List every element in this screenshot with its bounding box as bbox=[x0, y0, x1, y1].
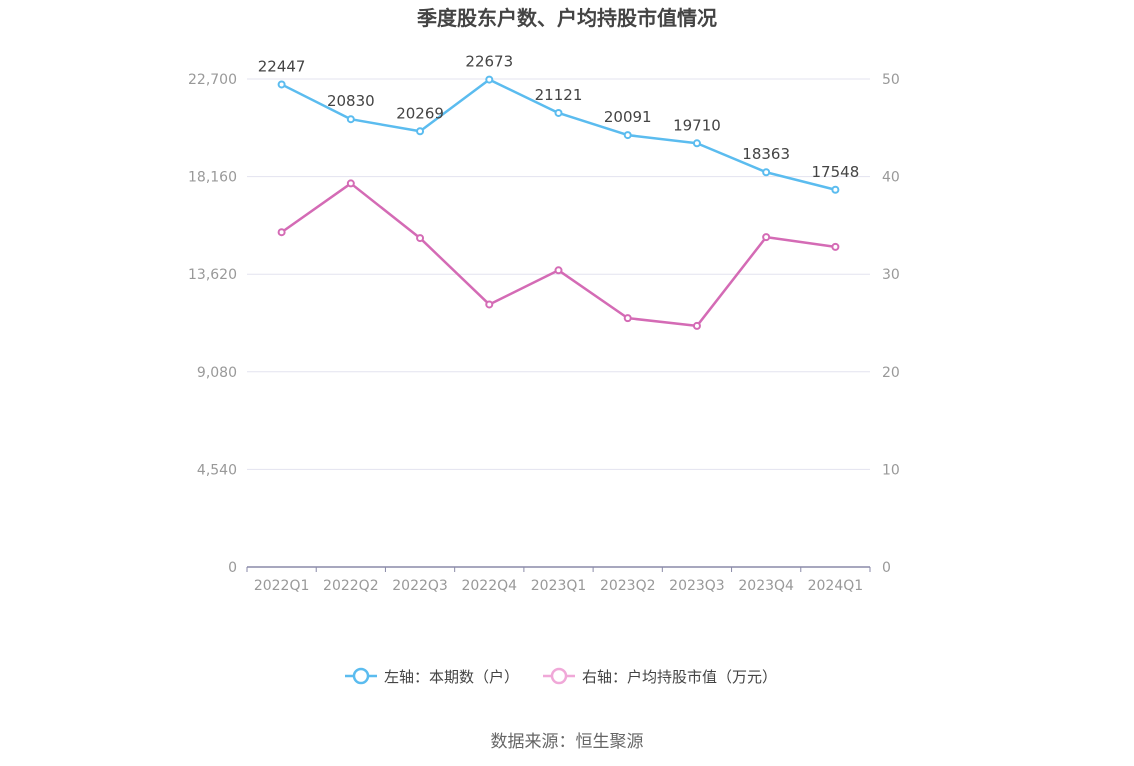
data-point bbox=[416, 127, 425, 136]
x-tick-label: 2023Q4 bbox=[738, 578, 794, 594]
series-layer: 22447 20830 20269 22673 21121 20091 19710 18363… bbox=[258, 53, 860, 330]
legend: 左轴：本期数（户） 右轴：户均持股市值（万元） bbox=[345, 667, 777, 686]
data-point bbox=[554, 108, 563, 117]
x-tick-label: 2024Q1 bbox=[808, 578, 864, 594]
chart-title: 季度股东户数、户均持股市值情况 bbox=[416, 6, 717, 30]
data-point bbox=[831, 185, 840, 194]
data-point bbox=[762, 168, 771, 177]
legend-symbol-marker bbox=[550, 667, 568, 685]
right-tick-label: 30 bbox=[882, 267, 900, 283]
data-point bbox=[692, 139, 701, 148]
series-left: 22447 20830 20269 22673 21121 20091 19710 18363… bbox=[258, 53, 860, 194]
data-point bbox=[416, 234, 425, 243]
data-point bbox=[554, 266, 563, 275]
data-label: 21121 bbox=[535, 86, 583, 104]
right-tick-label: 20 bbox=[882, 365, 900, 381]
x-tick-label: 2023Q3 bbox=[669, 578, 725, 594]
left-tick-label: 9,080 bbox=[197, 365, 237, 381]
data-point bbox=[623, 314, 632, 323]
data-point bbox=[346, 179, 355, 188]
data-label: 17548 bbox=[812, 163, 860, 181]
right-axis-ticks: 0 10 20 30 40 50 bbox=[882, 72, 900, 576]
data-label: 20091 bbox=[604, 108, 652, 126]
data-point bbox=[277, 228, 286, 237]
x-tick-label: 2022Q4 bbox=[461, 578, 517, 594]
data-point bbox=[485, 75, 494, 84]
left-tick-label: 22,700 bbox=[188, 72, 237, 88]
left-tick-label: 18,160 bbox=[188, 170, 237, 186]
left-tick-label: 0 bbox=[228, 560, 237, 576]
left-tick-label: 4,540 bbox=[197, 462, 237, 478]
legend-label: 右轴：户均持股市值（万元） bbox=[582, 668, 777, 686]
legend-symbol-marker bbox=[352, 667, 370, 685]
data-point bbox=[762, 233, 771, 242]
data-point bbox=[692, 321, 701, 330]
data-point bbox=[831, 242, 840, 251]
source-note: 数据来源：恒生聚源 bbox=[491, 732, 644, 752]
x-tick-label: 2022Q2 bbox=[323, 578, 379, 594]
x-tick-label: 2022Q3 bbox=[392, 578, 448, 594]
data-label: 19710 bbox=[673, 116, 721, 134]
data-label: 22447 bbox=[258, 57, 306, 75]
data-label: 20269 bbox=[396, 104, 444, 122]
x-tick-label: 2022Q1 bbox=[254, 578, 310, 594]
series-right bbox=[277, 179, 840, 330]
x-tick-label: 2023Q2 bbox=[600, 578, 656, 594]
right-tick-label: 40 bbox=[882, 170, 900, 186]
legend-label: 左轴：本期数（户） bbox=[384, 668, 519, 686]
data-label: 20830 bbox=[327, 92, 375, 110]
data-point bbox=[346, 115, 355, 124]
left-axis-ticks: 0 4,540 9,080 13,620 18,160 22,700 bbox=[188, 72, 237, 576]
left-tick-label: 13,620 bbox=[188, 267, 237, 283]
right-tick-label: 0 bbox=[882, 560, 891, 576]
data-point bbox=[277, 80, 286, 89]
right-tick-label: 50 bbox=[882, 72, 900, 88]
data-point bbox=[623, 131, 632, 140]
data-point bbox=[485, 300, 494, 309]
data-label: 18363 bbox=[742, 145, 790, 163]
right-tick-label: 10 bbox=[882, 462, 900, 478]
x-tick-label: 2023Q1 bbox=[531, 578, 587, 594]
x-axis-ticks: 2022Q1 2022Q2 2022Q3 2022Q4 2023Q1 2023Q2 2023… bbox=[246, 567, 871, 594]
series-line bbox=[280, 182, 836, 328]
data-label: 22673 bbox=[465, 53, 513, 71]
